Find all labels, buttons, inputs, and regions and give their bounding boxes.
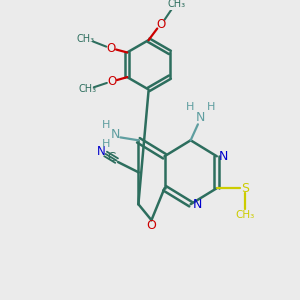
Text: N: N xyxy=(111,128,120,141)
Text: C: C xyxy=(107,151,116,164)
Text: CH₃: CH₃ xyxy=(167,0,185,9)
Text: N: N xyxy=(218,150,228,163)
Text: S: S xyxy=(241,182,249,195)
Text: CH₃: CH₃ xyxy=(235,210,255,220)
Text: H: H xyxy=(102,139,110,149)
Text: H: H xyxy=(186,103,194,112)
Text: O: O xyxy=(106,42,116,55)
Text: O: O xyxy=(107,75,117,88)
Text: CH₃: CH₃ xyxy=(78,84,96,94)
Text: N: N xyxy=(97,145,106,158)
Text: N: N xyxy=(192,198,202,211)
Text: H: H xyxy=(102,120,110,130)
Text: N: N xyxy=(196,111,206,124)
Text: H: H xyxy=(207,103,215,112)
Text: O: O xyxy=(156,18,166,31)
Text: CH₃: CH₃ xyxy=(77,34,95,44)
Text: O: O xyxy=(146,219,156,232)
